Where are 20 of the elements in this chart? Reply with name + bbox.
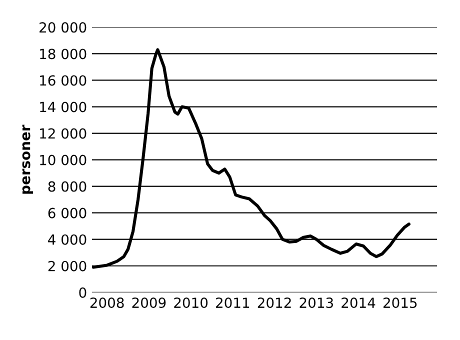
y-tick-label: 12 000 [40,128,86,139]
y-tick-label: 16 000 [40,75,86,86]
x-tick-label: 2008 [90,298,124,308]
y-tick-label: 20 000 [40,22,86,33]
x-tick-label: 2010 [174,298,208,308]
y-tick-label: 18 000 [40,48,86,60]
x-tick-label: 2011 [216,298,250,308]
x-tick-label: 2013 [300,298,333,308]
y-tick-label: 2 000 [48,260,86,272]
y-tick-label: 8 000 [48,181,86,192]
y-tick-label: 10 000 [40,154,86,166]
x-tick-label: 2012 [258,298,291,308]
y-tick-label: 0 [79,287,86,298]
x-tick-label: 2015 [384,298,417,308]
x-tick-label: 2014 [342,298,376,308]
y-tick-label: 6 000 [48,208,86,218]
x-tick-label: 2009 [132,298,166,308]
y-tick-label: 14 000 [40,102,86,112]
y-tick-label: 4 000 [48,234,86,245]
y-axis-title: personer [22,124,33,194]
